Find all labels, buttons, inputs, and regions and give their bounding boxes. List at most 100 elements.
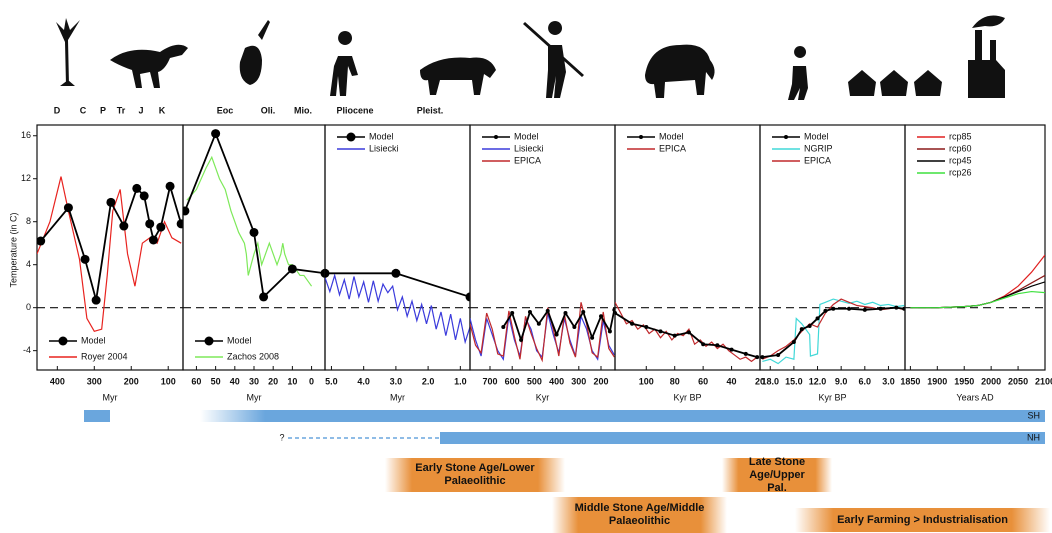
series-marker (607, 329, 612, 334)
legend-label: Lisiecki (514, 143, 544, 153)
series-marker (755, 355, 760, 360)
hominid-icon (330, 31, 358, 96)
factory-icon (968, 15, 1005, 99)
legend-label: Royer 2004 (81, 351, 128, 361)
x-tick-label: 300 (87, 376, 102, 386)
period-label: D (54, 105, 61, 115)
series-marker (815, 316, 820, 321)
x-tick-label: 30 (249, 376, 259, 386)
y-tick-label: 16 (21, 130, 31, 140)
legend-label: rcp26 (949, 167, 972, 177)
series-line (615, 312, 758, 358)
legend-label: Model (369, 131, 394, 141)
plot-area (760, 298, 905, 365)
series-marker (106, 197, 116, 207)
period-label: J (138, 105, 143, 115)
legend-label: rcp60 (949, 143, 972, 153)
x-tick-label: 600 (505, 376, 520, 386)
series-line (910, 290, 1045, 309)
series-marker (37, 236, 46, 246)
series-marker (391, 268, 401, 278)
series-line (502, 308, 615, 343)
x-tick-label: 500 (527, 376, 542, 386)
series-marker (590, 335, 595, 340)
series-marker (581, 309, 586, 314)
series-marker (658, 329, 663, 334)
x-tick-label: 200 (593, 376, 608, 386)
series-marker (259, 292, 269, 302)
houses-icon (848, 70, 942, 96)
x-tick-label: 1950 (954, 376, 974, 386)
series-marker (91, 295, 101, 305)
series-marker (554, 332, 559, 337)
series-line (615, 302, 758, 363)
series-marker (287, 264, 297, 274)
legend-label: EPICA (804, 155, 831, 165)
hunter-icon (523, 21, 584, 98)
series-marker (807, 323, 812, 328)
series-marker (823, 308, 828, 313)
plot-area (325, 268, 470, 345)
series-marker (325, 268, 330, 278)
series-marker (701, 342, 706, 347)
series-marker (902, 306, 905, 311)
legend-label: Zachos 2008 (227, 351, 279, 361)
period-label: C (80, 105, 87, 115)
sh-label: SH (1027, 410, 1040, 420)
series-marker (894, 305, 899, 310)
era-label: Early Farming > Industrialisation (795, 508, 1050, 532)
period-label: Eoc (217, 105, 234, 115)
legend-label: Model (804, 131, 829, 141)
series-line (470, 302, 615, 363)
x-tick-label: 12.0 (809, 376, 827, 386)
panel-frame (904, 124, 1046, 371)
series-marker (599, 314, 604, 319)
x-tick-label: 3.0 (882, 376, 895, 386)
legend-marker (639, 135, 643, 139)
x-tick-label: 6.0 (859, 376, 872, 386)
x-tick-label: 2000 (981, 376, 1001, 386)
x-axis-title: Myr (103, 392, 118, 402)
x-tick-label: 5.0 (325, 376, 338, 386)
nh-unknown: ? (279, 432, 284, 442)
period-label: Oli. (261, 105, 276, 115)
x-tick-label: 1850 (900, 376, 920, 386)
series-line (910, 281, 1045, 309)
x-tick-label: 0 (309, 376, 314, 386)
period-label: P (100, 105, 106, 115)
sabertooth-icon (420, 57, 496, 95)
sh-bar-fade (200, 410, 265, 422)
x-tick-label: 700 (482, 376, 497, 386)
plot-area (615, 302, 760, 363)
series-marker (615, 311, 617, 316)
x-tick-label: 200 (124, 376, 139, 386)
series-marker (847, 306, 852, 311)
legend-marker (494, 135, 498, 139)
x-axis-title: Kyr (536, 392, 550, 402)
period-label: Pliocene (336, 105, 373, 115)
y-tick-label: 0 (26, 302, 31, 312)
x-tick-label: 20 (268, 376, 278, 386)
legend-label: NGRIP (804, 143, 833, 153)
plot-area (183, 129, 325, 302)
series-line (325, 273, 470, 345)
y-axis-title: Temperature (in C) (8, 212, 18, 287)
series-marker (527, 309, 532, 314)
series-marker (139, 191, 149, 201)
x-tick-label: 18.0 (761, 376, 779, 386)
legend-label: rcp85 (949, 131, 972, 141)
x-tick-label: 40 (727, 376, 737, 386)
nh-label: NH (1027, 432, 1040, 442)
series-marker (776, 352, 781, 357)
x-axis-title: Years AD (956, 392, 994, 402)
x-tick-label: 400 (50, 376, 65, 386)
series-marker (249, 227, 259, 237)
primate-icon (239, 20, 270, 85)
panel-frame (324, 124, 471, 371)
series-line (910, 254, 1045, 309)
series-marker (862, 307, 867, 312)
series-line (910, 274, 1045, 309)
series-marker (644, 325, 649, 330)
x-tick-label: 300 (571, 376, 586, 386)
series-line (184, 131, 325, 299)
